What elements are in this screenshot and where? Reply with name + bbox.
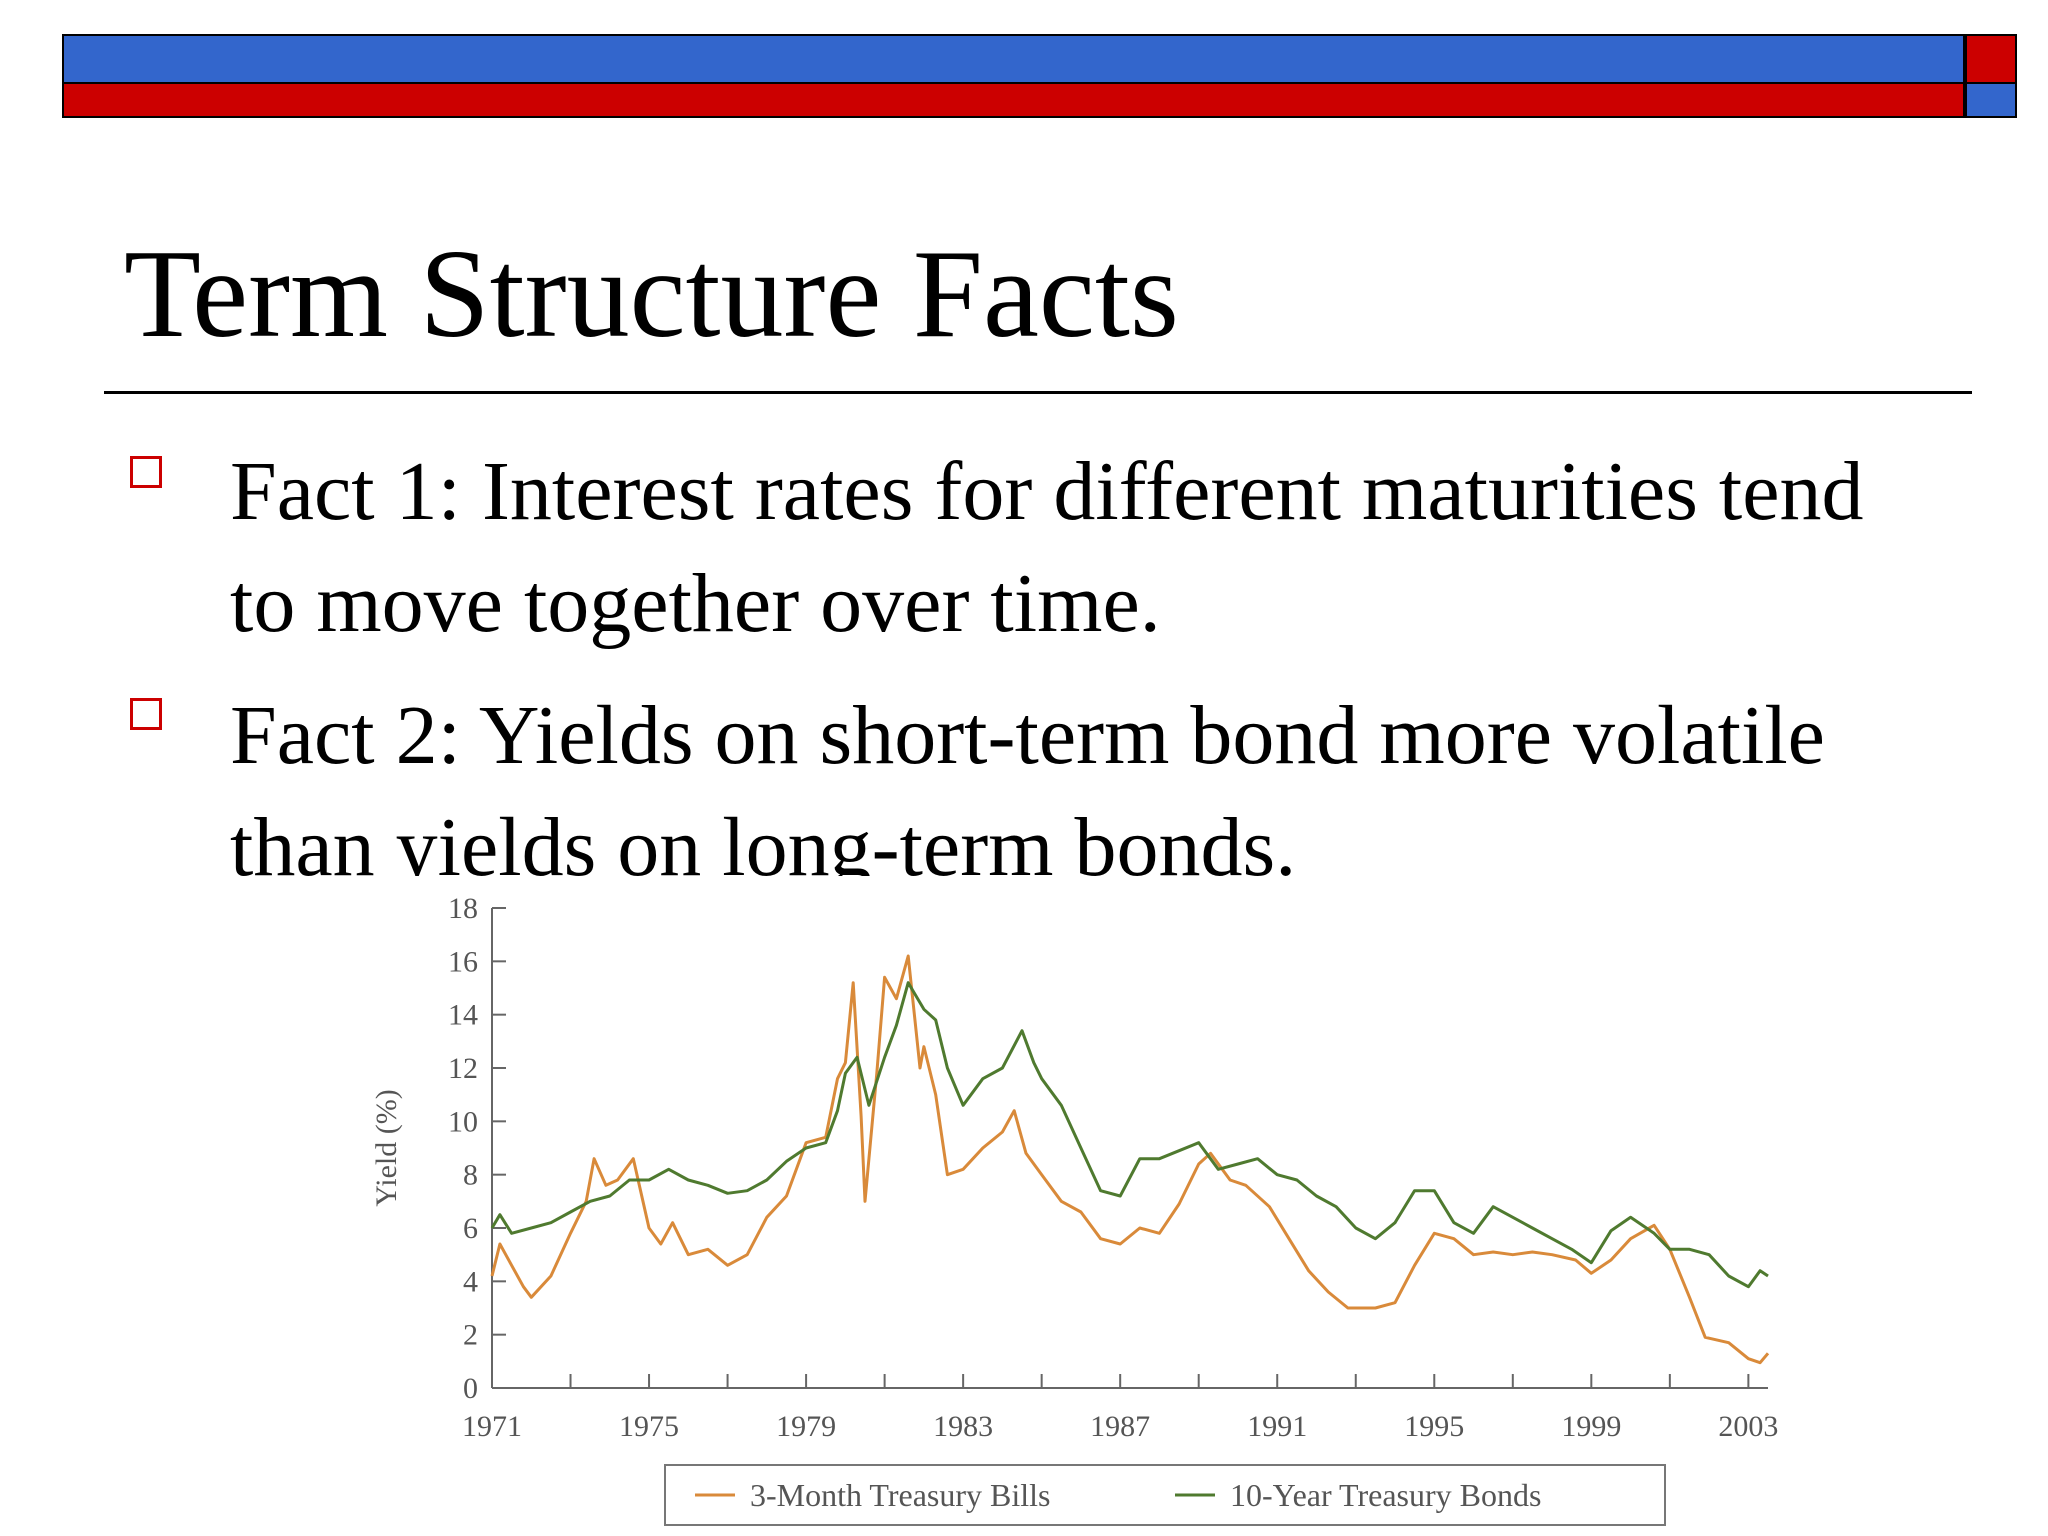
series-line-3-month-bills (490, 954, 1770, 1365)
series-line-10-year-bonds (490, 981, 1769, 1289)
legend-label-3-month-bills: 3-Month Treasury Bills (750, 1477, 1050, 1513)
x-tick-label: 1987 (1090, 1410, 1150, 1443)
bullet-fact-2: Fact 2: Yields on short-term bond more v… (230, 689, 1825, 876)
bullet-square-icon (130, 698, 162, 730)
title-divider (104, 391, 1972, 394)
legend-label-10-year-bonds: 10-Year Treasury Bonds (1230, 1477, 1541, 1513)
x-tick-label: 1999 (1561, 1410, 1621, 1443)
y-tick-label: 4 (463, 1265, 478, 1298)
y-tick-label: 18 (448, 892, 478, 925)
header-corner-blue (1965, 84, 2017, 118)
y-tick-label: 0 (463, 1372, 478, 1405)
header-corner-red (1965, 34, 2017, 84)
y-tick-label: 8 (463, 1159, 478, 1192)
y-tick-label: 10 (448, 1105, 478, 1138)
x-tick-label: 1975 (619, 1410, 679, 1443)
y-tick-label: 14 (448, 999, 478, 1032)
y-tick-label: 2 (463, 1319, 478, 1352)
y-axis-title: Yield (%) (370, 1089, 403, 1206)
x-tick-label: 1995 (1404, 1410, 1464, 1443)
yield-chart: 0 2 4 6 8 10 12 14 16 18 1971 1975 1979 1983 1987 1991 1… (370, 892, 1778, 1526)
x-tick-label: 1983 (933, 1410, 993, 1443)
y-tick-label: 6 (463, 1212, 478, 1245)
x-tick-label: 2003 (1718, 1410, 1778, 1443)
x-tick-label: 1971 (462, 1410, 522, 1443)
header-bar-blue (62, 34, 1965, 84)
bullet-fact-1: Fact 1: Interest rates for different mat… (230, 445, 1864, 650)
y-tick-label: 16 (448, 945, 478, 978)
bullet-square-icon (130, 456, 162, 488)
x-tick-label: 1991 (1247, 1410, 1307, 1443)
slide-title: Term Structure Facts (124, 225, 1179, 364)
y-tick-label: 12 (448, 1052, 478, 1085)
header-bar-red (62, 84, 1965, 118)
x-tick-label: 1979 (776, 1410, 836, 1443)
legend-box (664, 1464, 1666, 1526)
